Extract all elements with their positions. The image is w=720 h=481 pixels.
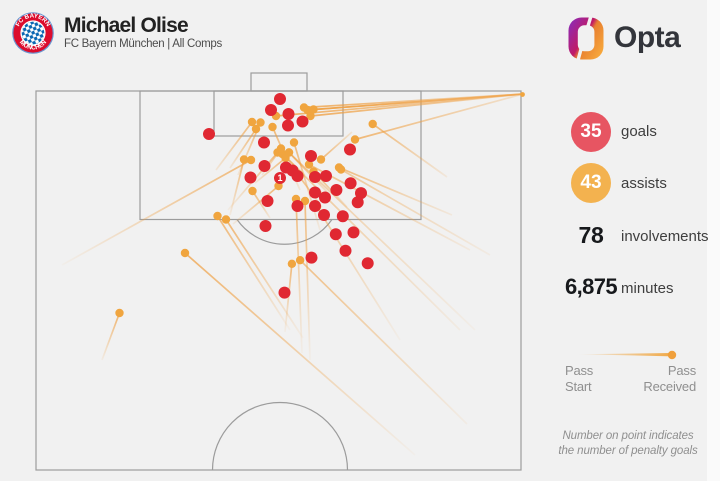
svg-text:1: 1 (277, 173, 282, 183)
svg-text:MÜNCHEN: MÜNCHEN (18, 39, 49, 52)
